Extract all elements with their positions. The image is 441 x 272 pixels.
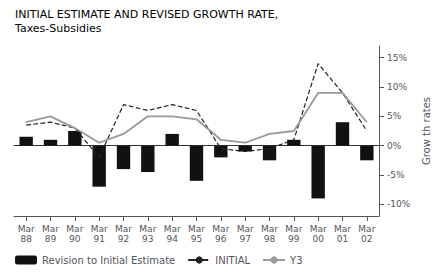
svg-text:Mar: Mar	[139, 224, 156, 234]
svg-text:Mar: Mar	[358, 224, 375, 234]
svg-text:5%: 5%	[387, 111, 402, 121]
svg-text:Grow th rates: Grow th rates	[421, 97, 432, 165]
svg-text:99: 99	[288, 234, 300, 244]
svg-text:Mar: Mar	[285, 224, 302, 234]
svg-text:-10%: -10%	[387, 199, 411, 209]
svg-text:96: 96	[215, 234, 227, 244]
svg-text:15%: 15%	[387, 53, 407, 63]
svg-text:98: 98	[264, 234, 276, 244]
svg-text:89: 89	[45, 234, 57, 244]
svg-text:Mar: Mar	[115, 224, 132, 234]
svg-text:Mar: Mar	[334, 224, 351, 234]
svg-text:Mar: Mar	[42, 224, 59, 234]
svg-text:91: 91	[93, 234, 104, 244]
svg-text:Taxes-Subsidies: Taxes-Subsidies	[14, 22, 102, 35]
svg-text:Mar: Mar	[164, 224, 181, 234]
svg-text:INITIAL ESTIMATE AND REVISED G: INITIAL ESTIMATE AND REVISED GROWTH RATE…	[15, 8, 278, 21]
svg-text:Mar: Mar	[66, 224, 83, 234]
svg-text:Mar: Mar	[188, 224, 205, 234]
svg-text:93: 93	[142, 234, 153, 244]
svg-text:10%: 10%	[387, 82, 407, 92]
svg-text:Revision to Initial Estimate: Revision to Initial Estimate	[42, 255, 175, 266]
svg-text:02: 02	[361, 234, 372, 244]
svg-text:Mar: Mar	[91, 224, 108, 234]
svg-text:94: 94	[166, 234, 178, 244]
svg-text:INITIAL: INITIAL	[215, 255, 250, 266]
svg-text:Mar: Mar	[310, 224, 327, 234]
svg-text:90: 90	[69, 234, 81, 244]
svg-text:-5%: -5%	[387, 170, 405, 180]
svg-text:Mar: Mar	[212, 224, 229, 234]
svg-text:Mar: Mar	[18, 224, 35, 234]
svg-text:00: 00	[312, 234, 324, 244]
svg-text:97: 97	[239, 234, 250, 244]
svg-text:95: 95	[191, 234, 202, 244]
svg-text:88: 88	[20, 234, 32, 244]
svg-text:92: 92	[118, 234, 129, 244]
svg-text:0%: 0%	[387, 141, 402, 151]
svg-text:Y3: Y3	[289, 255, 302, 266]
svg-text:Mar: Mar	[261, 224, 278, 234]
svg-text:01: 01	[337, 234, 348, 244]
svg-text:Mar: Mar	[237, 224, 254, 234]
